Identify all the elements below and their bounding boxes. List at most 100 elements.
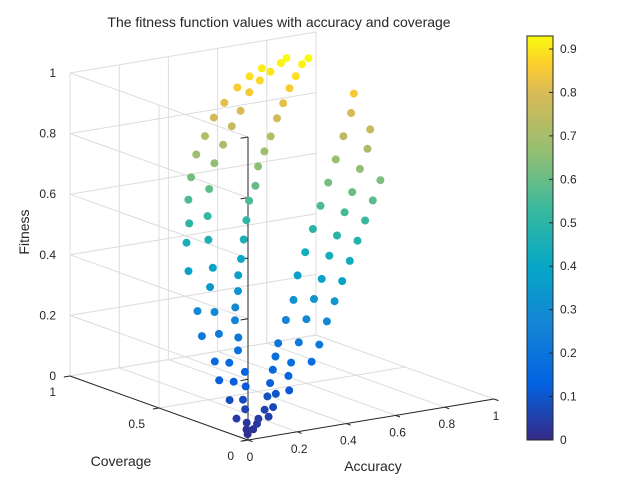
z-tick-mark	[240, 136, 249, 139]
grid-line	[69, 314, 249, 380]
data-point	[204, 235, 213, 244]
data-point	[338, 277, 347, 286]
y-tick-label: 0	[227, 449, 234, 463]
z-tick-label: 0.8	[39, 127, 56, 141]
data-point	[274, 339, 283, 348]
y-tick-mark	[63, 375, 71, 378]
data-point	[276, 59, 285, 67]
data-point	[273, 114, 281, 123]
data-point	[322, 317, 331, 326]
data-point	[251, 181, 260, 190]
data-point	[291, 72, 300, 81]
data-point	[234, 333, 243, 342]
data-point	[209, 113, 218, 122]
data-point	[227, 122, 236, 131]
data-point	[331, 155, 340, 164]
data-point	[231, 316, 239, 325]
data-point	[240, 367, 249, 376]
data-point	[185, 219, 194, 228]
data-point	[347, 109, 356, 117]
data-point	[361, 216, 370, 225]
data-point	[263, 392, 272, 401]
data-point	[266, 67, 275, 76]
data-point	[210, 308, 219, 316]
x-tick-label: 0.2	[291, 442, 308, 456]
colorbar-tick-label: 0.6	[560, 172, 577, 186]
data-point	[236, 106, 245, 115]
data-point	[234, 287, 242, 296]
data-point	[232, 414, 241, 423]
grid-line	[69, 254, 249, 320]
data-point	[363, 144, 372, 153]
data-point	[260, 147, 269, 156]
data-point	[241, 405, 250, 414]
colorbar	[526, 35, 554, 441]
grid-line	[69, 152, 317, 195]
colorbar-tick-label: 0.8	[560, 85, 577, 99]
data-point	[241, 382, 250, 391]
z-tick-mark	[240, 378, 249, 382]
data-point	[308, 225, 317, 233]
grid-line	[69, 193, 249, 259]
x-axis-label: Accuracy	[344, 458, 402, 474]
data-point	[301, 248, 310, 257]
data-point	[237, 254, 245, 263]
data-point	[210, 357, 219, 366]
data-point	[269, 403, 278, 412]
data-point	[376, 176, 385, 185]
chart-title: The fitness function values with accurac…	[107, 14, 450, 30]
data-point	[234, 346, 242, 355]
data-point	[187, 173, 196, 182]
data-point	[264, 412, 273, 421]
x-axis-line	[247, 398, 495, 441]
data-point	[208, 263, 217, 272]
z-tick-label: 0.4	[39, 248, 56, 262]
data-point	[302, 315, 311, 324]
data-point	[225, 358, 234, 367]
z-tick-label: 0.2	[39, 308, 56, 322]
colorbar-tick-label: 0.7	[560, 129, 577, 143]
data-point	[298, 60, 307, 69]
data-point	[257, 64, 266, 73]
z-tick-label: 0.6	[39, 187, 56, 201]
data-point	[353, 236, 362, 245]
data-point	[287, 358, 296, 367]
colorbar-tick-label: 0	[560, 433, 567, 447]
data-point	[325, 251, 334, 260]
data-point	[192, 150, 201, 159]
data-point	[245, 88, 254, 97]
grid-line	[69, 133, 249, 199]
data-point	[233, 83, 242, 92]
data-point	[355, 164, 364, 173]
data-point	[284, 371, 293, 380]
data-point	[184, 267, 193, 276]
data-point	[231, 303, 240, 312]
data-point	[203, 212, 212, 221]
data-point	[310, 295, 318, 303]
x-tick-mark	[444, 406, 450, 410]
tick-labels: 0 0.2 0.4 0.6 0.8 1 0 0.5 1 0 0.2 0.4 0.6 0.8 1	[39, 66, 499, 464]
x-tick-label: 0.6	[389, 425, 406, 439]
colorbar-tick-label: 0.3	[560, 303, 577, 317]
data-point	[201, 132, 209, 141]
data-point	[317, 274, 326, 283]
y-tick-mark	[152, 407, 160, 410]
grid-line	[158, 366, 406, 409]
data-point	[254, 162, 263, 171]
colorbar-tick-label: 0.4	[560, 259, 577, 273]
data-point	[281, 316, 290, 324]
x-tick-label: 0.8	[438, 417, 455, 431]
y-tick-label: 0.5	[128, 417, 145, 431]
data-point	[340, 208, 349, 217]
data-point	[285, 386, 294, 395]
data-point	[279, 99, 288, 108]
x-tick-mark	[346, 423, 352, 426]
colorbar-tick-label: 0.5	[560, 216, 577, 230]
axes-box	[63, 136, 499, 443]
y-tick-label: 1	[49, 385, 56, 399]
x-tick-label: 0.4	[340, 434, 357, 448]
z-axis-label: Fitness	[16, 209, 32, 254]
x-tick-mark	[493, 398, 499, 402]
data-point	[268, 365, 277, 374]
